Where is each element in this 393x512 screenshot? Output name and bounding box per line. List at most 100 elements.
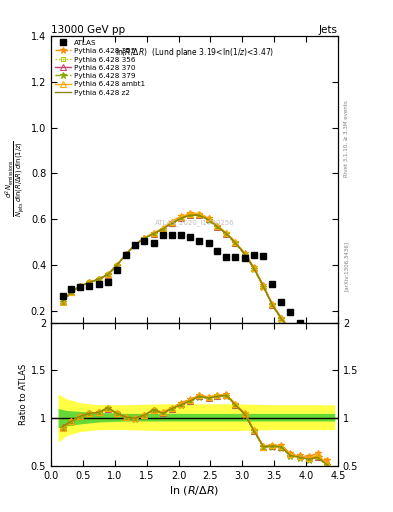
Pythia 6.428 379: [169, 220, 174, 226]
Pythia 6.428 z2: [315, 342, 320, 348]
ATLAS: [224, 254, 229, 260]
Pythia 6.428 379: [142, 235, 147, 241]
Pythia 6.428 355: [97, 276, 101, 282]
Text: Jets: Jets: [319, 25, 338, 35]
Pythia 6.428 z2: [151, 230, 156, 237]
Pythia 6.428 355: [169, 219, 174, 225]
Pythia 6.428 ambt1: [114, 262, 119, 268]
Pythia 6.428 ambt1: [60, 299, 65, 305]
Pythia 6.428 379: [97, 276, 101, 283]
Pythia 6.428 370: [252, 265, 256, 271]
Pythia 6.428 z2: [306, 338, 311, 345]
Pythia 6.428 370: [179, 215, 184, 221]
Text: $\ln(R/\Delta R)$  (Lund plane 3.19<$\ln(1/z)$<3.47): $\ln(R/\Delta R)$ (Lund plane 3.19<$\ln(…: [115, 46, 274, 59]
Pythia 6.428 356: [114, 262, 119, 268]
Pythia 6.428 ambt1: [142, 234, 147, 241]
Pythia 6.428 ambt1: [270, 301, 275, 307]
Pythia 6.428 379: [215, 224, 220, 230]
Pythia 6.428 z2: [87, 280, 92, 286]
Pythia 6.428 356: [242, 251, 247, 258]
Pythia 6.428 370: [142, 235, 147, 241]
Pythia 6.428 356: [261, 284, 266, 290]
Pythia 6.428 355: [315, 341, 320, 347]
Pythia 6.428 356: [87, 280, 92, 286]
Pythia 6.428 370: [242, 251, 247, 257]
ATLAS: [279, 299, 284, 305]
Pythia 6.428 ambt1: [206, 215, 211, 221]
Pythia 6.428 370: [261, 283, 266, 289]
X-axis label: $\ln\,(R/\Delta R)$: $\ln\,(R/\Delta R)$: [169, 483, 220, 497]
Pythia 6.428 356: [60, 299, 65, 305]
Pythia 6.428 ambt1: [224, 230, 229, 236]
Pythia 6.428 379: [133, 242, 138, 248]
Pythia 6.428 ambt1: [261, 283, 266, 289]
Pythia 6.428 z2: [78, 283, 83, 289]
Pythia 6.428 356: [224, 231, 229, 237]
Text: Rivet 3.1.10, ≥ 3.3M events: Rivet 3.1.10, ≥ 3.3M events: [344, 100, 349, 177]
Pythia 6.428 ambt1: [151, 230, 156, 236]
ATLAS: [215, 248, 220, 254]
Pythia 6.428 ambt1: [325, 345, 329, 351]
Pythia 6.428 355: [60, 299, 65, 305]
Pythia 6.428 355: [242, 250, 247, 257]
ATLAS: [160, 232, 165, 239]
Pythia 6.428 356: [325, 345, 329, 351]
Pythia 6.428 370: [279, 315, 284, 322]
ATLAS: [78, 284, 83, 290]
Pythia 6.428 ambt1: [69, 289, 74, 295]
Pythia 6.428 ambt1: [133, 242, 138, 248]
ATLAS: [288, 309, 292, 315]
Pythia 6.428 370: [105, 272, 110, 278]
Pythia 6.428 z2: [233, 240, 238, 246]
Pythia 6.428 z2: [97, 276, 101, 282]
Pythia 6.428 379: [60, 300, 65, 306]
Pythia 6.428 z2: [133, 242, 138, 248]
Pythia 6.428 z2: [124, 251, 129, 257]
Pythia 6.428 ambt1: [196, 210, 201, 217]
Pythia 6.428 370: [124, 251, 129, 257]
Pythia 6.428 379: [261, 284, 266, 290]
Pythia 6.428 356: [252, 265, 256, 271]
ATLAS: [151, 240, 156, 246]
ATLAS: [105, 280, 110, 286]
Line: Pythia 6.428 z2: Pythia 6.428 z2: [62, 215, 327, 348]
Pythia 6.428 370: [325, 345, 329, 351]
ATLAS: [133, 242, 138, 248]
Pythia 6.428 370: [188, 211, 193, 218]
Pythia 6.428 355: [160, 225, 165, 231]
Pythia 6.428 379: [188, 212, 193, 218]
ATLAS: [261, 253, 266, 259]
Pythia 6.428 379: [124, 251, 129, 257]
Pythia 6.428 355: [306, 337, 311, 344]
Text: 13000 GeV pp: 13000 GeV pp: [51, 25, 125, 35]
Pythia 6.428 379: [160, 226, 165, 232]
ATLAS: [169, 232, 174, 239]
ATLAS: [179, 232, 184, 239]
Legend: ATLAS, Pythia 6.428 355, Pythia 6.428 356, Pythia 6.428 370, Pythia 6.428 379, P: ATLAS, Pythia 6.428 355, Pythia 6.428 35…: [53, 38, 147, 97]
Pythia 6.428 370: [196, 211, 201, 218]
Pythia 6.428 z2: [160, 226, 165, 232]
Pythia 6.428 z2: [188, 212, 193, 218]
Pythia 6.428 z2: [279, 315, 284, 322]
Pythia 6.428 355: [206, 215, 211, 221]
Pythia 6.428 356: [69, 289, 74, 295]
Pythia 6.428 ambt1: [169, 219, 174, 225]
Pythia 6.428 z2: [142, 235, 147, 241]
Pythia 6.428 355: [233, 239, 238, 245]
Pythia 6.428 370: [87, 280, 92, 286]
Pythia 6.428 370: [206, 216, 211, 222]
Pythia 6.428 355: [142, 234, 147, 241]
Pythia 6.428 370: [298, 333, 302, 339]
Pythia 6.428 ambt1: [279, 315, 284, 321]
ATLAS: [114, 267, 119, 273]
ATLAS: [325, 337, 329, 343]
Pythia 6.428 ambt1: [124, 251, 129, 257]
Line: Pythia 6.428 355: Pythia 6.428 355: [59, 210, 330, 350]
ATLAS: [242, 255, 247, 262]
Pythia 6.428 356: [206, 217, 211, 223]
Pythia 6.428 379: [87, 280, 92, 286]
Pythia 6.428 z2: [252, 265, 256, 271]
Pythia 6.428 z2: [261, 283, 266, 289]
Pythia 6.428 ambt1: [298, 333, 302, 339]
Pythia 6.428 356: [279, 315, 284, 322]
